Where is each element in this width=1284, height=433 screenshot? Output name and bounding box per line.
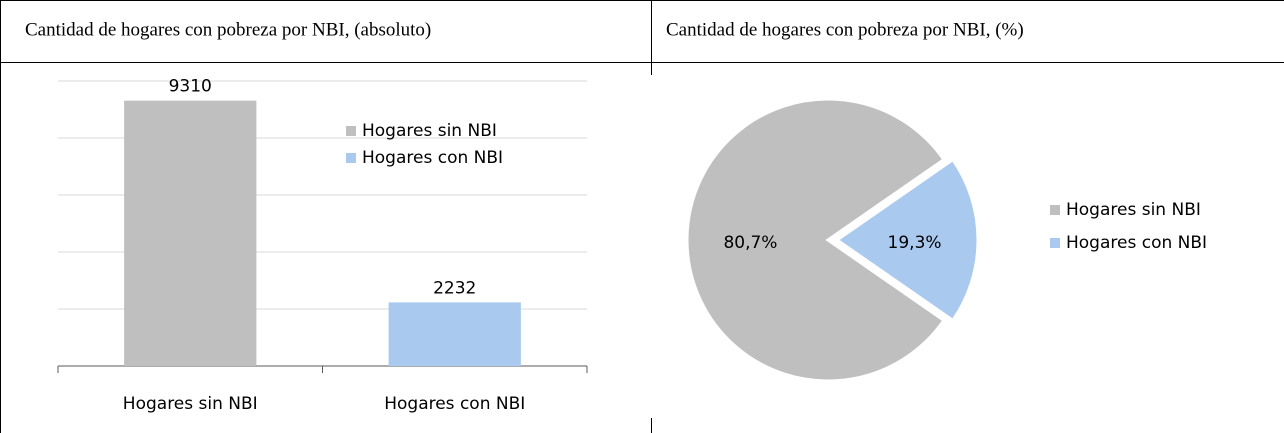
bar: [388, 302, 521, 366]
legend-label: Hogares con NBI: [362, 148, 503, 168]
bar: [124, 100, 257, 366]
x-tick-label: Hogares sin NBI: [123, 394, 258, 414]
data-label: 19,3%: [888, 233, 942, 253]
legend-swatch: [346, 126, 356, 136]
chart-title: Cantidad de hogares con pobreza por NBI,…: [25, 19, 431, 40]
legend-label: Hogares sin NBI: [1066, 200, 1201, 220]
pie-slice: [834, 157, 980, 323]
data-label: 80,7%: [723, 233, 777, 253]
x-tick-label: Hogares con NBI: [384, 394, 525, 414]
legend-swatch: [1050, 238, 1060, 248]
pie-slice: [685, 97, 946, 383]
data-label: 2232: [433, 278, 476, 298]
chart-title: Cantidad de hogares con pobreza por NBI,…: [666, 19, 1024, 40]
legend-swatch: [346, 153, 356, 163]
data-label: 9310: [169, 77, 212, 97]
legend-label: Hogares con NBI: [1066, 233, 1207, 253]
legend-label: Hogares sin NBI: [362, 121, 497, 141]
legend-swatch: [1050, 205, 1060, 215]
